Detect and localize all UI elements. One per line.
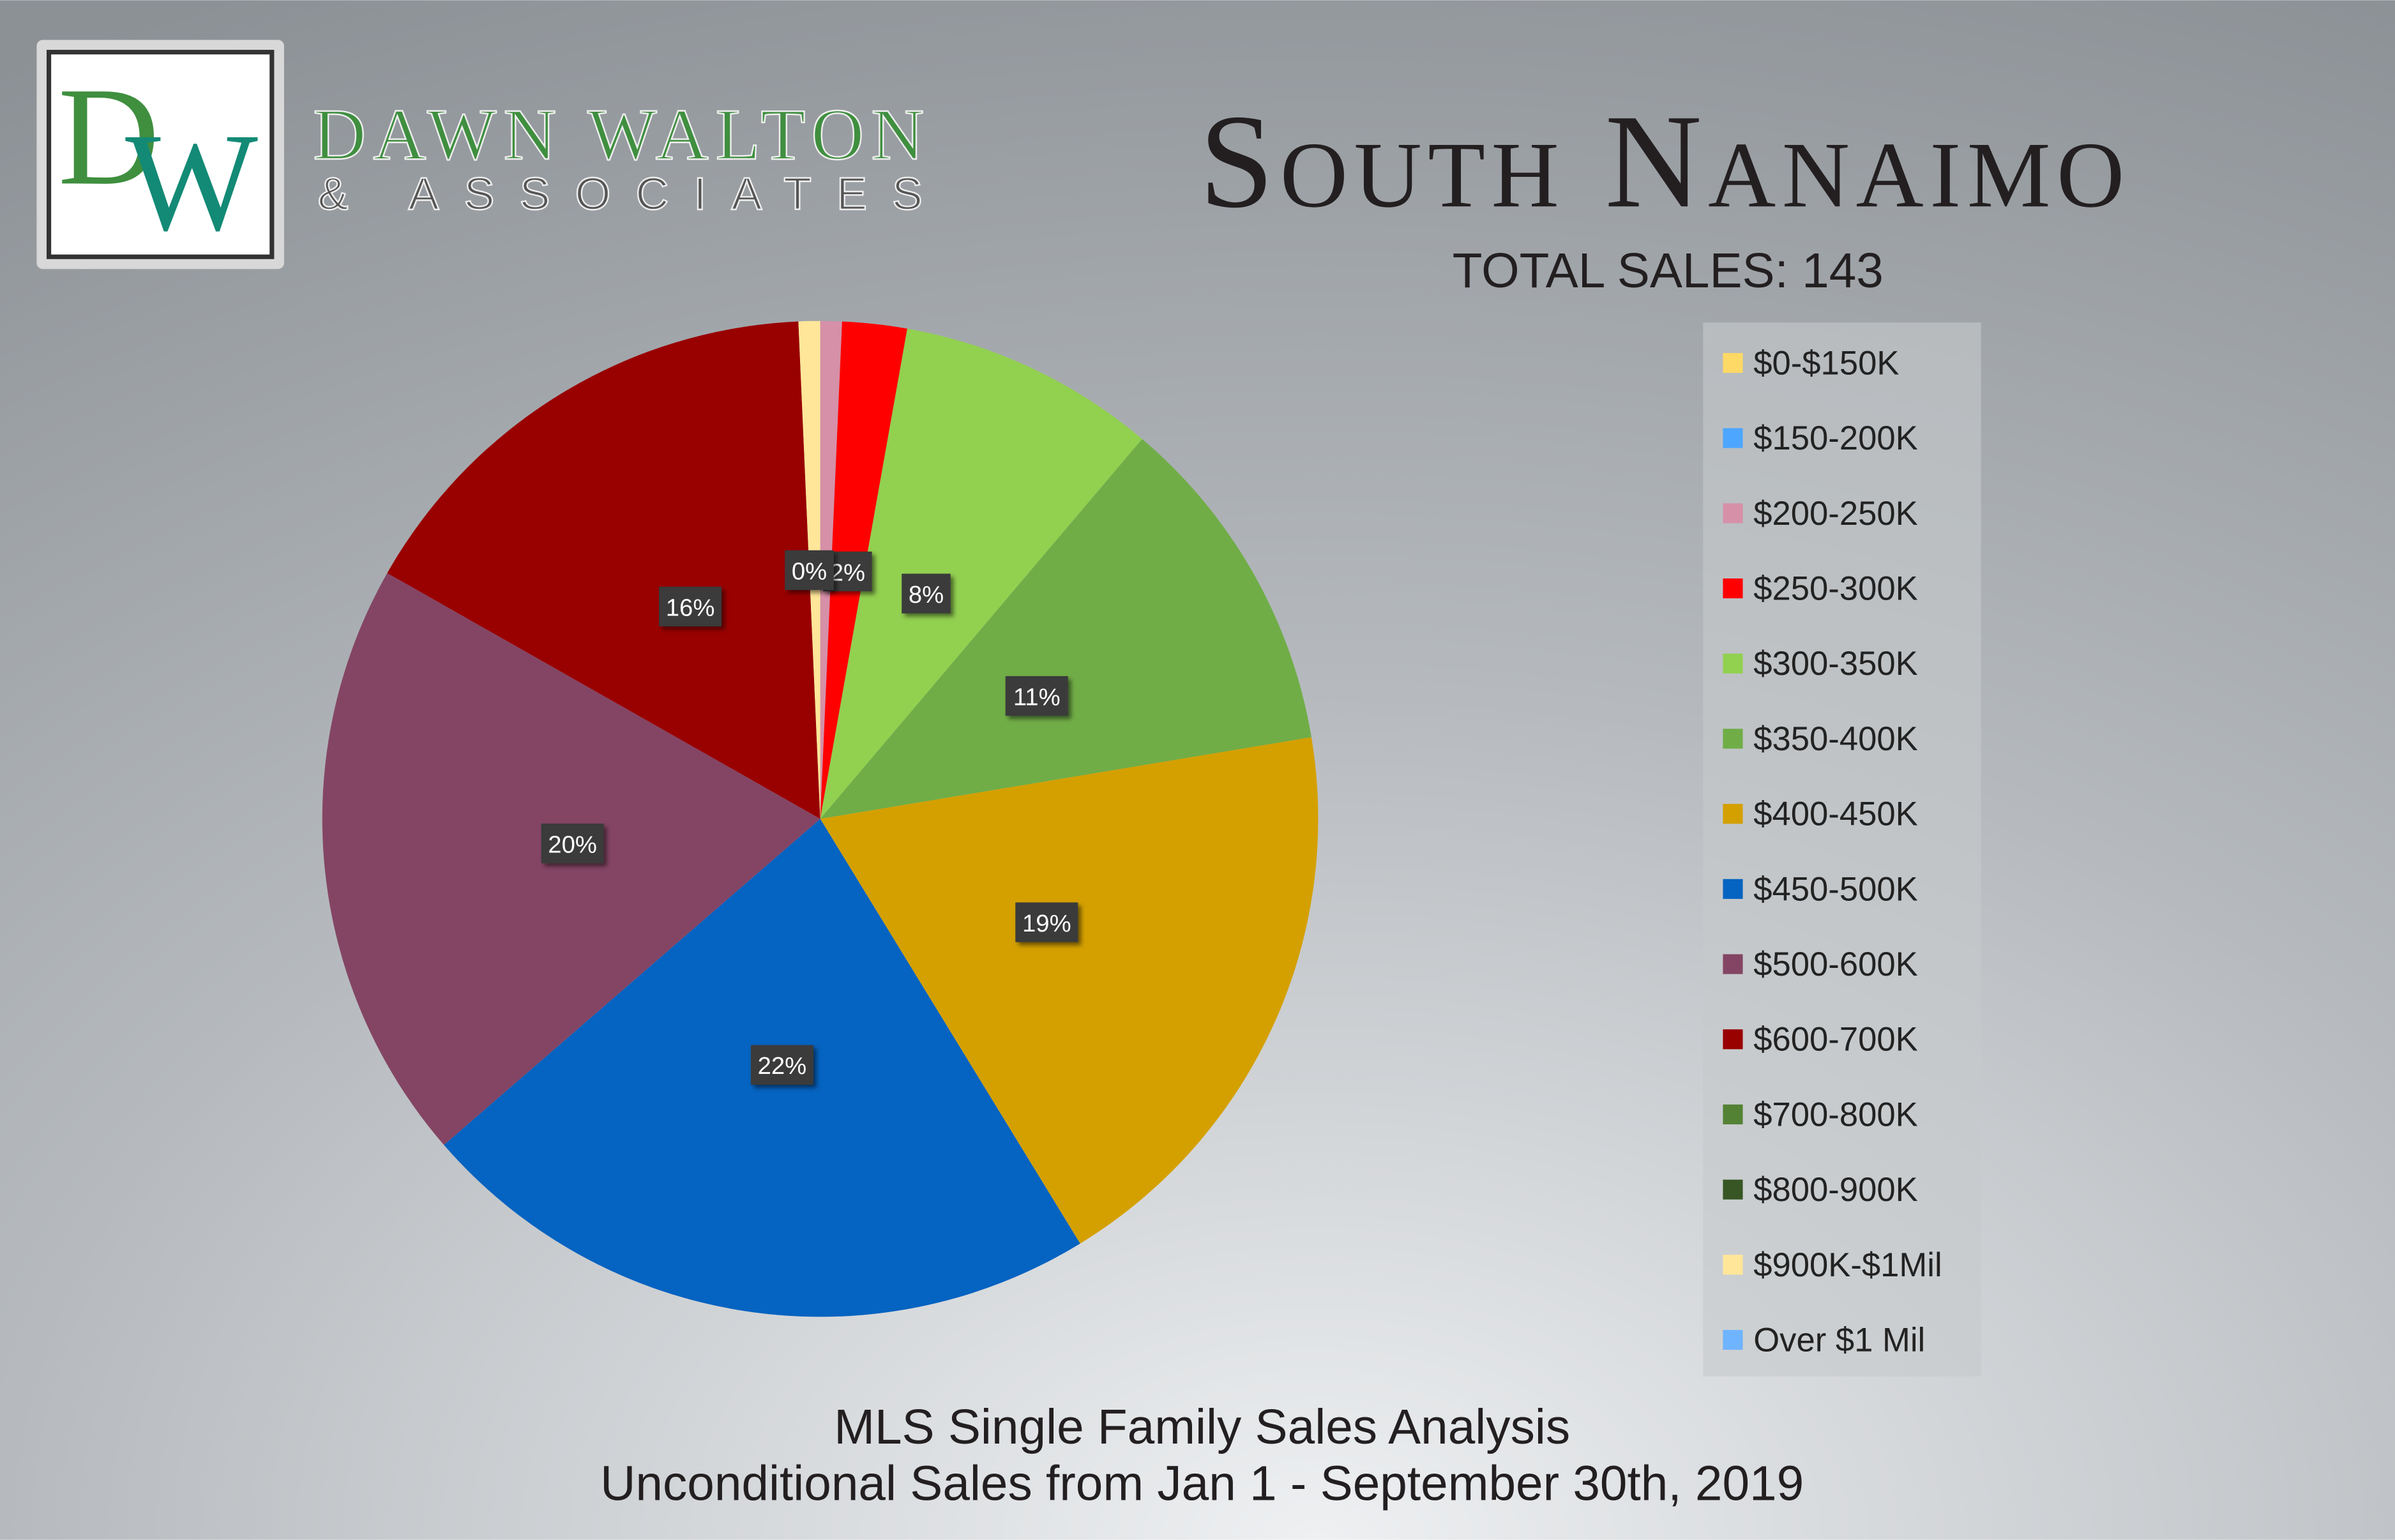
legend-label: $200-250K	[1753, 495, 1917, 532]
data-label: 19%	[1022, 910, 1071, 937]
legend-label: Over $1 Mil	[1753, 1321, 1925, 1359]
legend-label: $400-450K	[1753, 796, 1917, 833]
legend-swatch	[1723, 428, 1743, 448]
legend-swatch	[1723, 804, 1743, 824]
label-box	[750, 1045, 813, 1085]
legend-label: $250-300K	[1753, 570, 1917, 608]
footer-line: MLS Single Family Sales Analysis	[834, 1400, 1570, 1454]
footer-line: Unconditional Sales from Jan 1 - Septemb…	[600, 1456, 1804, 1511]
label-box	[541, 823, 604, 864]
data-label: 0%	[792, 557, 827, 585]
legend-swatch	[1723, 1029, 1743, 1050]
label-box	[659, 586, 722, 627]
legend-label: $150-200K	[1753, 419, 1917, 457]
legend-swatch	[1723, 1255, 1743, 1275]
legend-label: $500-600K	[1753, 946, 1917, 983]
legend-swatch	[1723, 728, 1743, 749]
label-box	[1005, 676, 1068, 716]
legend-swatch	[1723, 578, 1743, 599]
legend-label: $900K-$1Mil	[1753, 1246, 1942, 1284]
legend-swatch	[1723, 1104, 1743, 1124]
legend-swatch	[1723, 1329, 1743, 1350]
legend-label: $300-350K	[1753, 645, 1917, 683]
legend-swatch	[1723, 879, 1743, 899]
legend-label: $800-900K	[1753, 1171, 1917, 1209]
data-label: 11%	[1013, 683, 1061, 711]
chart-subtitle: TOTAL SALES: 143	[1453, 244, 1884, 298]
legend-swatch	[1723, 653, 1743, 674]
legend-label: $450-500K	[1753, 870, 1917, 908]
legend-box	[1703, 322, 1981, 1377]
legend-label: $350-400K	[1753, 720, 1917, 758]
logo-letter: W	[125, 104, 258, 260]
data-label: 16%	[666, 594, 715, 621]
logo-box	[46, 50, 275, 259]
legend-swatch	[1723, 954, 1743, 974]
legend-label: $700-800K	[1753, 1096, 1917, 1133]
data-label: 2%	[830, 559, 865, 586]
label-box	[902, 573, 951, 614]
data-label: 22%	[758, 1052, 807, 1080]
chart-title: South Nanaimo	[1199, 86, 2131, 236]
pie-slice	[820, 737, 1318, 1244]
logo-name: DAWN WALTON	[313, 94, 924, 175]
label-box	[1015, 902, 1078, 942]
legend-label: $600-700K	[1753, 1021, 1917, 1059]
legend-swatch	[1723, 503, 1743, 524]
pie-slice	[387, 321, 820, 819]
pie-slice	[820, 328, 1142, 819]
data-label: 8%	[909, 581, 944, 608]
pie-slice	[820, 439, 1311, 819]
legend-swatch	[1723, 352, 1743, 374]
data-label: 20%	[548, 831, 597, 858]
legend-label: $0-$150K	[1753, 344, 1899, 382]
legend-swatch	[1723, 1179, 1743, 1200]
logo-letter: D	[58, 58, 160, 214]
label-box	[785, 550, 834, 591]
